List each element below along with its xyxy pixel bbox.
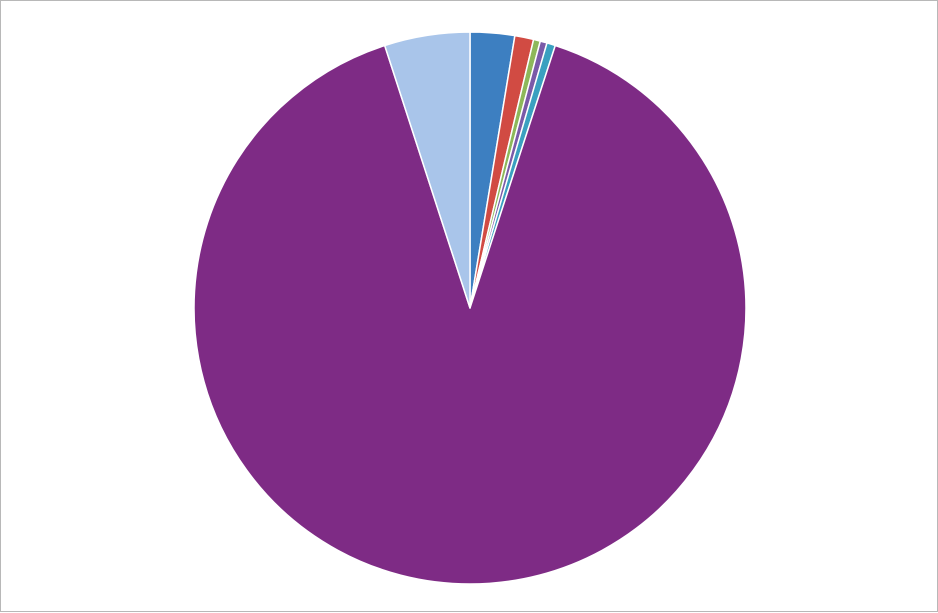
pie-slice-6 — [193, 44, 747, 585]
pie-slice-7 — [383, 31, 471, 309]
pie-slices — [193, 31, 747, 585]
